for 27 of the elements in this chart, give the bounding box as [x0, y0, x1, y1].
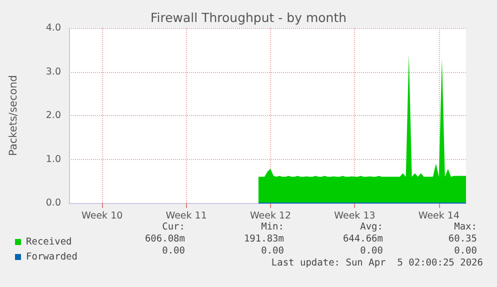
text: 0.00 [261, 246, 284, 256]
text: Cur: [162, 222, 186, 232]
x-tick-label: Week 13 [334, 210, 376, 222]
y-tick-label: 0.0 [46, 198, 61, 208]
text: Avg: [360, 222, 384, 232]
x-tick-label: Week 14 [418, 210, 460, 222]
text: 606.08m [144, 234, 186, 244]
text: 0.00 [360, 246, 384, 256]
y-tick-label: 1.0 [46, 154, 61, 165]
text: Last update: Sun Apr 5 02:00:25 2026 [271, 258, 484, 268]
text: 191.83m [244, 234, 284, 244]
legend-label: Forwarded [26, 252, 78, 262]
y-tick-label: 3.0 [46, 66, 61, 78]
text: 60.35 [448, 234, 478, 244]
chart-title: Firewall Throughput - by month [150, 10, 347, 25]
text: 0.00 [162, 246, 186, 256]
x-tick-label: Week 12 [250, 210, 292, 222]
text: 0.00 [454, 246, 478, 256]
x-tick-label: Week 11 [166, 210, 207, 222]
text: 644.66m [342, 234, 384, 244]
x-tick-label: Week 10 [82, 210, 123, 222]
legend-label: Received [26, 236, 72, 248]
y-tick-label: 4.0 [46, 22, 61, 34]
text: Min: [261, 222, 284, 232]
y-tick-label: 2.0 [46, 110, 61, 121]
y-axis-title: Packets/second [8, 75, 20, 156]
text: Max: [454, 222, 478, 232]
